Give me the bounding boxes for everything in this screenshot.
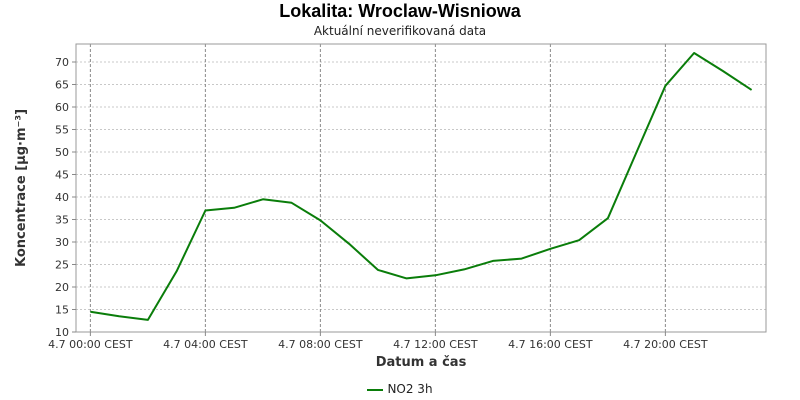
legend-label-no2: NO2 3h	[387, 382, 433, 396]
series-layer	[90, 52, 753, 321]
plot-area	[75, 43, 767, 333]
legend: NO2 3h	[0, 382, 800, 396]
y-tick-label: 40	[55, 191, 69, 204]
y-tick-label: 25	[55, 259, 69, 272]
y-tick-label: 20	[55, 281, 69, 294]
y-tick-label: 55	[55, 124, 69, 137]
x-tick-label: 4.7 16:00 CEST	[508, 338, 593, 351]
x-tick-label: 4.7 04:00 CEST	[163, 338, 248, 351]
y-axis-ticks: 10 15 20 25 30 35 40 45 50 55 60 65 70	[55, 56, 76, 339]
y-tick-label: 60	[55, 101, 69, 114]
y-tick-label: 50	[55, 146, 69, 159]
y-tick-label: 35	[55, 214, 69, 227]
series-line-no2	[90, 52, 753, 321]
y-tick-label: 45	[55, 169, 69, 182]
y-axis-label: Koncentrace [µg·m⁻³]	[14, 109, 29, 267]
x-tick-label: 4.7 12:00 CEST	[393, 338, 478, 351]
y-tick-label: 15	[55, 304, 69, 317]
x-tick-label: 4.7 08:00 CEST	[278, 338, 363, 351]
x-tick-label: 4.7 00:00 CEST	[48, 338, 133, 351]
chart-title: Lokalita: Wroclaw-Wisniowa	[279, 1, 521, 21]
x-axis-label: Datum a čas	[376, 355, 467, 370]
y-tick-label: 65	[55, 79, 69, 92]
legend-swatch-no2	[367, 388, 384, 391]
grid	[76, 44, 766, 333]
y-tick-label: 70	[55, 56, 69, 69]
y-tick-label: 30	[55, 236, 69, 249]
x-axis-ticks: 4.7 00:00 CEST 4.7 04:00 CEST 4.7 08:00 CE…	[48, 332, 708, 351]
x-tick-label: 4.7 20:00 CEST	[623, 338, 708, 351]
chart-subtitle: Aktuální neverifikovaná data	[313, 24, 487, 38]
y-tick-label: 10	[55, 326, 69, 339]
